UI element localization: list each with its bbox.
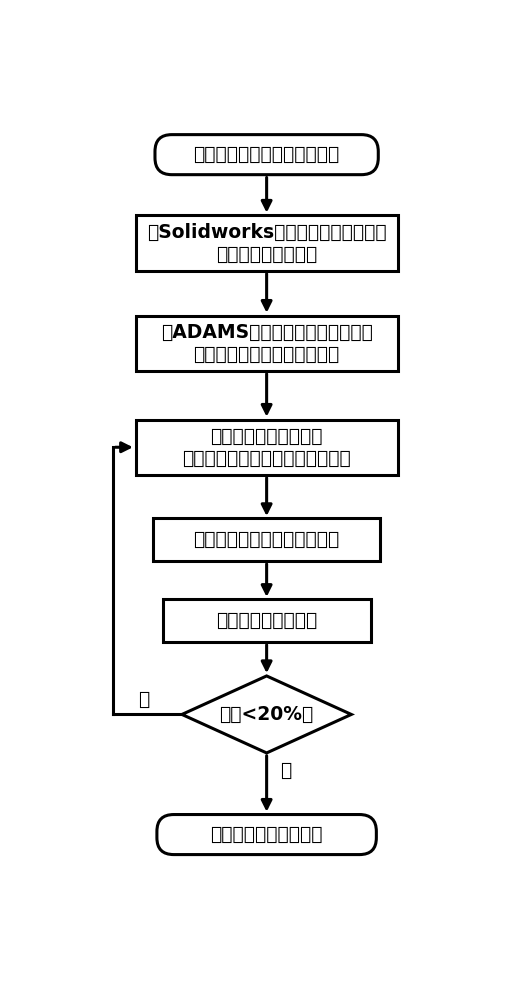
Bar	[136, 316, 398, 371]
FancyBboxPatch shape	[155, 135, 378, 175]
Text: 设置多体动力学模型中
各作用力、各部件摩擦系数的大小: 设置多体动力学模型中 各作用力、各部件摩擦系数的大小	[182, 427, 351, 468]
Bar	[136, 420, 398, 475]
Bar	[163, 599, 370, 642]
Text: 获取实物图片及零件尺寸参数: 获取实物图片及零件尺寸参数	[193, 145, 340, 164]
Text: 否: 否	[138, 690, 149, 709]
Bar	[153, 518, 380, 561]
Polygon shape	[182, 676, 351, 753]
Text: 偏差<20%？: 偏差<20%？	[219, 705, 314, 724]
Text: 获取操动机构行程及速度曲线: 获取操动机构行程及速度曲线	[193, 530, 340, 549]
Text: 在Solidworks软件中搭建断路器弹簧
操动机构的三维模型: 在Solidworks软件中搭建断路器弹簧 操动机构的三维模型	[147, 223, 387, 264]
Text: 是: 是	[280, 761, 292, 780]
Text: 数据获取及偏差计算: 数据获取及偏差计算	[216, 611, 317, 630]
Text: 在ADAMS软件中设置模型中各零件
的参数及各零件间的约束关系: 在ADAMS软件中设置模型中各零件 的参数及各零件间的约束关系	[160, 323, 373, 364]
Text: 操动机构行程曲线合理: 操动机构行程曲线合理	[210, 825, 323, 844]
FancyBboxPatch shape	[157, 815, 376, 855]
Bar	[136, 215, 398, 271]
